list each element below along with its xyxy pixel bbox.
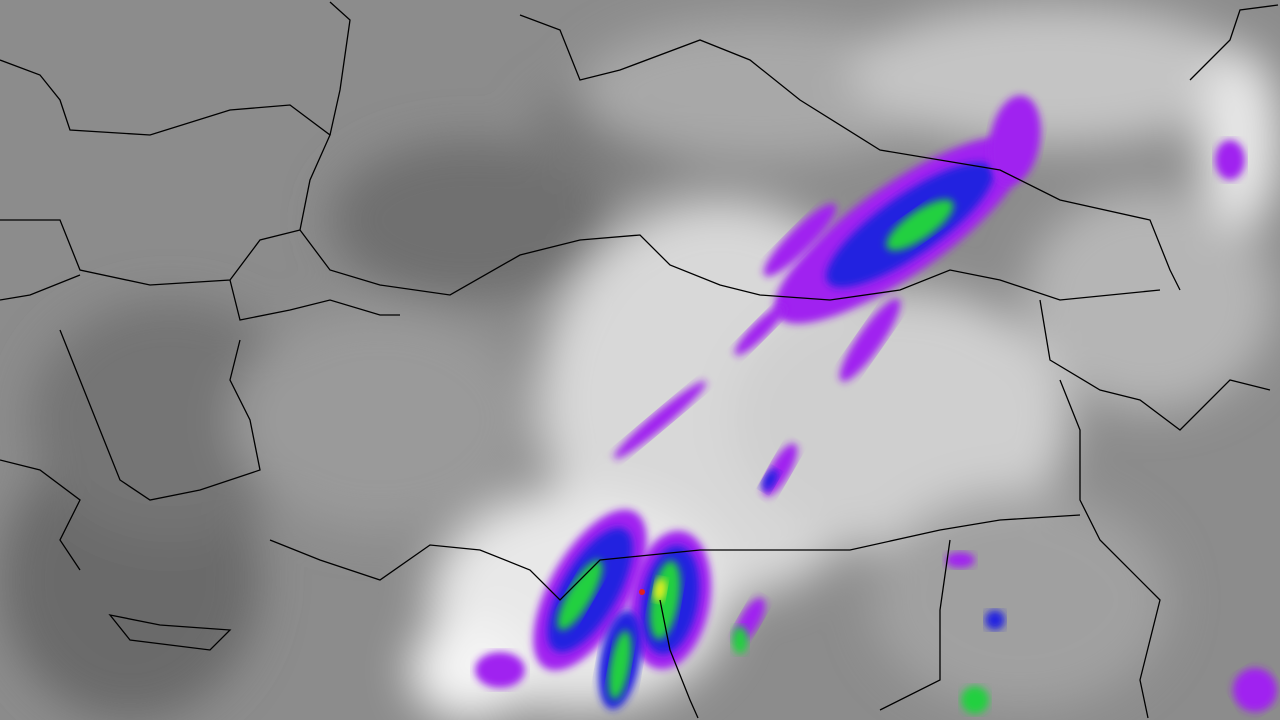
convective-cell-blue (985, 610, 1005, 630)
convective-cell-purple (734, 304, 786, 356)
convective-cell-red (639, 589, 645, 595)
convective-cell-green (886, 199, 954, 251)
convective-cell-purple (613, 380, 707, 460)
convective-cell-purple (1215, 140, 1245, 180)
convective-cell-green (649, 560, 681, 640)
convective-cell-purple (989, 95, 1041, 185)
convective-cell-purple (945, 552, 975, 568)
convective-cell-blue (762, 469, 778, 491)
convective-cell-purple (763, 203, 837, 277)
convective-cell-yellow (653, 578, 667, 602)
convective-cell-purple (839, 298, 901, 382)
convective-cell-purple (1233, 668, 1277, 712)
convective-cell-green (557, 559, 603, 631)
convective-cell-green (961, 686, 989, 714)
convective-cell-green (608, 630, 632, 700)
convective-cell-green (732, 626, 748, 654)
convective-cell-purple (475, 652, 525, 688)
cloud-field (0, 5, 1280, 720)
convective-cells (475, 95, 1277, 714)
